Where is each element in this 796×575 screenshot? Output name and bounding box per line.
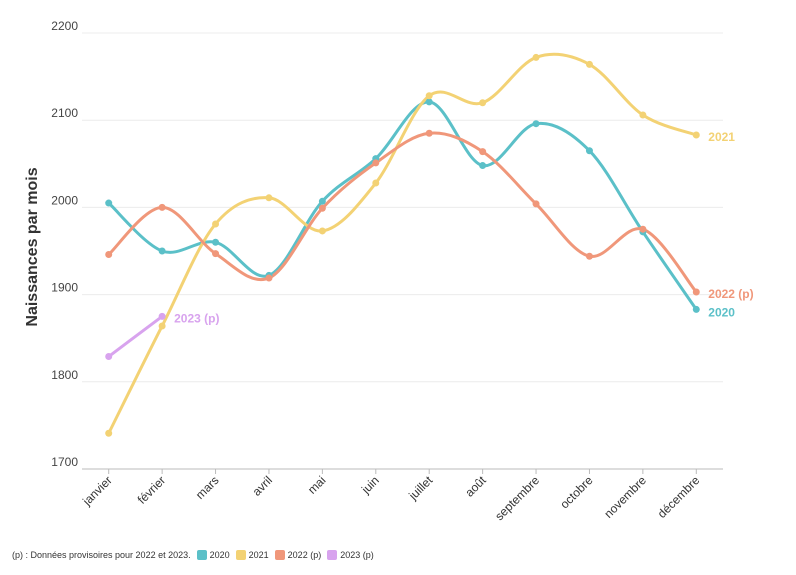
series-points — [105, 53, 700, 437]
x-tick-label: octobre — [557, 473, 595, 511]
y-tick-label: 1800 — [51, 368, 78, 382]
point-2022p — [692, 288, 700, 296]
y-axis-ticks: 1700 1800 1900 2000 2100 2200 — [51, 19, 78, 469]
point-2021 — [318, 227, 326, 235]
legend-label-2022: 2022 (p) — [287, 550, 322, 560]
x-tick-label: mars — [193, 473, 222, 502]
y-tick-label: 2100 — [51, 106, 78, 120]
y-tick-label: 1700 — [51, 455, 78, 469]
legend-swatch-2020 — [196, 550, 207, 560]
point-2020 — [425, 98, 433, 106]
point-2023p — [158, 312, 166, 320]
point-2022p — [372, 159, 380, 167]
x-tick-label: novembre — [601, 473, 649, 521]
footer-note: (p) : Données provisoires pour 2022 et 2… — [12, 550, 191, 560]
point-2022p — [479, 148, 487, 156]
x-tick-label: février — [135, 473, 168, 506]
legend-swatch-2022 — [274, 550, 285, 560]
point-2021 — [532, 53, 540, 61]
series-line-2023p — [107, 314, 164, 359]
series-label-2022p: 2022 (p) — [708, 287, 753, 301]
point-2020 — [479, 162, 487, 170]
x-tick-label: août — [462, 473, 489, 500]
x-tick-label: juillet — [405, 473, 435, 503]
point-2021 — [692, 131, 700, 139]
legend-label-2021: 2021 — [248, 550, 269, 560]
y-axis-label: Naissances par mois — [24, 167, 41, 326]
legend-item-2020[interactable]: 2020 — [196, 550, 230, 560]
legend-item-2023[interactable]: 2023 (p) — [327, 550, 374, 560]
point-2022p — [585, 252, 593, 260]
point-2020 — [585, 147, 593, 155]
y-tick-label: 2000 — [51, 193, 78, 207]
series-label-2020: 2020 — [708, 305, 735, 319]
point-2021 — [158, 322, 166, 330]
point-2022p — [212, 250, 220, 258]
legend-label-2020: 2020 — [209, 550, 230, 560]
point-2022p — [158, 203, 166, 211]
point-2022p — [265, 274, 273, 282]
series-label-2023p: 2023 (p) — [174, 311, 219, 325]
point-2021 — [425, 92, 433, 100]
point-2021 — [585, 60, 593, 68]
point-2023p — [105, 353, 113, 361]
point-2020 — [105, 199, 113, 207]
x-tick-label: avril — [250, 473, 275, 498]
x-axis-ticks: janvier février mars avril mai juin juillet aoû… — [79, 469, 703, 523]
y-tick-label: 1900 — [51, 281, 78, 295]
series-line-2022p — [107, 131, 698, 294]
legend-swatch-2023 — [327, 550, 338, 560]
footer: (p) : Données provisoires pour 2022 et 2… — [12, 550, 374, 560]
point-2022p — [318, 204, 326, 212]
point-2020 — [318, 197, 326, 205]
series-end-labels: 2020 2021 2022 (p) 2023 (p) — [174, 130, 754, 325]
series-lines — [107, 52, 698, 435]
point-2021 — [372, 179, 380, 187]
x-tick-label: janvier — [79, 473, 115, 509]
point-2022p — [425, 129, 433, 137]
legend-swatch-2021 — [235, 550, 246, 560]
births-line-chart: 1700 1800 1900 2000 2100 2200 janvier février m… — [24, 19, 754, 523]
point-2020 — [158, 247, 166, 255]
point-2020 — [532, 120, 540, 128]
point-2020 — [692, 305, 700, 313]
grid-lines — [82, 32, 723, 470]
x-tick-label: décembre — [655, 473, 703, 521]
x-tick-label: juin — [358, 473, 382, 497]
point-2021 — [212, 220, 220, 228]
point-2020 — [212, 238, 220, 246]
series-label-2021: 2021 — [708, 130, 735, 144]
point-2021 — [479, 99, 487, 107]
legend-item-2022[interactable]: 2022 (p) — [274, 550, 322, 560]
x-tick-label: septembre — [492, 473, 542, 523]
point-2022p — [105, 250, 113, 258]
x-tick-label: mai — [305, 473, 329, 497]
point-2021 — [265, 194, 273, 202]
legend-label-2023: 2023 (p) — [340, 550, 374, 560]
point-2021 — [639, 111, 647, 119]
point-2022p — [532, 200, 540, 208]
legend-item-2021[interactable]: 2021 — [235, 550, 269, 560]
y-tick-label: 2200 — [51, 19, 78, 33]
point-2021 — [105, 429, 113, 437]
point-2022p — [639, 225, 647, 233]
